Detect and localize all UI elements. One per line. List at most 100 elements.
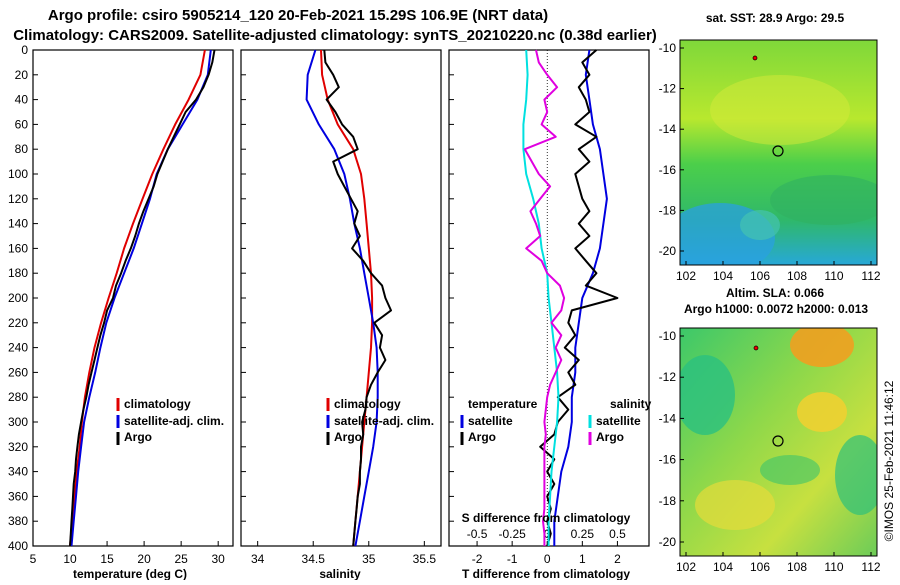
lon-tick-label: 112 — [861, 269, 880, 283]
lon-tick-label: 102 — [676, 560, 696, 574]
difference-top-xlabel: S difference from climatology — [462, 511, 631, 525]
top-x-tick-label: 0.5 — [609, 527, 626, 541]
lon-tick-label: 102 — [676, 269, 696, 283]
lat-tick-label: -10 — [659, 41, 677, 55]
depth-tick-label: 320 — [8, 440, 28, 454]
sst-map-axes: 102 104 106 108 110 112 -10 -12 -14 -16 -18 -20 — [659, 41, 881, 283]
legend-label: Argo — [596, 430, 624, 444]
sla-map-frame — [679, 327, 878, 557]
depth-tick-label: 20 — [15, 68, 29, 82]
x-tick-label: 10 — [63, 552, 77, 566]
lat-tick-label: -10 — [659, 329, 677, 343]
legend-label: satellite-adj. clim. — [334, 414, 434, 428]
depth-tick-label: 0 — [21, 43, 28, 57]
depth-tick-label: 300 — [8, 415, 28, 429]
x-tick-label: 1 — [579, 552, 586, 566]
depth-tick-label: 100 — [8, 167, 28, 181]
series-line-argo — [323, 49, 392, 547]
x-tick-label: -1 — [507, 552, 518, 566]
map-marker — [753, 345, 759, 351]
sla-map: 102 104 106 108 110 112 -10 -12 -14 -16 -18 -20 — [659, 327, 881, 574]
map-marker — [752, 55, 758, 61]
series-line-argo — [69, 49, 216, 547]
sst-patch — [770, 175, 877, 225]
sst-map-title: sat. SST: 28.9 Argo: 29.5 — [706, 11, 845, 25]
depth-tick-label: 120 — [8, 192, 28, 206]
salinity-legend: climatology satellite-adj. clim. Argo — [326, 397, 434, 445]
lon-tick-label: 106 — [750, 560, 770, 574]
lat-tick-label: -12 — [659, 82, 677, 96]
depth-tick-label: 360 — [8, 489, 28, 503]
salinity-xlabel: salinity — [319, 567, 361, 580]
lon-tick-label: 112 — [861, 560, 880, 574]
temperature-xlabel: temperature (deg C) — [73, 567, 187, 580]
sla-low-patch — [835, 435, 877, 515]
lon-tick-label: 110 — [824, 269, 843, 283]
depth-tick-label: 400 — [8, 539, 28, 553]
legend-header-salinity: salinity — [610, 397, 652, 411]
depth-tick-label: 160 — [8, 241, 28, 255]
top-x-tick-label: 0.25 — [571, 527, 595, 541]
sla-high-patch — [797, 392, 847, 432]
lat-tick-label: -12 — [659, 370, 677, 384]
title-line-1: Argo profile: csiro 5905214_120 20-Feb-2… — [48, 7, 548, 24]
top-x-tick-label: -0.25 — [498, 527, 526, 541]
x-tick-label: 35.5 — [413, 552, 437, 566]
lon-tick-label: 108 — [787, 560, 807, 574]
legend-label: climatology — [124, 397, 191, 411]
lat-tick-label: -16 — [659, 453, 677, 467]
series-line-temperature-satellite — [553, 49, 608, 546]
lat-tick-label: -20 — [659, 535, 677, 549]
depth-tick-label: 140 — [8, 217, 28, 231]
lat-tick-label: -14 — [659, 411, 677, 425]
depth-tick-label: 380 — [8, 514, 28, 528]
legend-label: satellite — [468, 414, 513, 428]
depth-tick-label: 240 — [8, 341, 28, 355]
salinity-chart: 34 34.5 35 35.5 — [251, 49, 437, 566]
legend-label: Argo — [468, 430, 496, 444]
sla-map-axes: 102 104 106 108 110 112 -10 -12 -14 -16 -18 -20 — [659, 329, 881, 574]
difference-xlabel: T difference from climatology — [462, 567, 630, 580]
depth-tick-label: 260 — [8, 365, 28, 379]
series-line-climatology — [69, 49, 206, 547]
lat-tick-label: -20 — [659, 244, 677, 258]
x-tick-label: 15 — [100, 552, 114, 566]
depth-tick-label: 40 — [15, 93, 29, 107]
depth-tick-label: 80 — [15, 142, 29, 156]
sla-high-patch — [790, 328, 854, 367]
legend-label: Argo — [334, 430, 362, 444]
difference-chart: -2 -1 0 1 2-0.5 -0.25 0 0.25 0.5 — [467, 49, 626, 566]
sla-map-title-1: Altim. SLA: 0.066 — [726, 286, 824, 300]
series-line-climatology — [320, 49, 374, 547]
depth-tick-label: 280 — [8, 390, 28, 404]
depth-tick-label: 180 — [8, 266, 28, 280]
series-line-satellite-adj-clim- — [305, 49, 379, 547]
temperature-chart: 5 10 15 20 25 30 — [30, 49, 225, 566]
lon-tick-label: 104 — [713, 269, 733, 283]
lon-tick-label: 108 — [787, 269, 807, 283]
legend-label: climatology — [334, 397, 401, 411]
x-tick-label: 35 — [362, 552, 376, 566]
temperature-panel-frame — [32, 49, 234, 547]
argo-position-marker — [772, 145, 784, 157]
sla-high-patch — [695, 480, 775, 530]
x-tick-label: 5 — [30, 552, 37, 566]
x-tick-label: 0 — [544, 552, 551, 566]
depth-axis: 0 20 40 60 80 100 120 140 160 180 200 220 240 260 280 3… — [8, 43, 454, 553]
depth-tick-label: 200 — [8, 291, 28, 305]
x-tick-label: 25 — [174, 552, 188, 566]
x-tick-label: 34 — [251, 552, 265, 566]
series-line-salinity-argo — [523, 49, 566, 546]
x-tick-label: 34.5 — [302, 552, 326, 566]
lon-tick-label: 106 — [750, 269, 770, 283]
sla-map-title-2: Argo h1000: 0.0072 h2000: 0.013 — [684, 302, 868, 316]
x-tick-label: 2 — [614, 552, 621, 566]
depth-tick-label: 60 — [15, 117, 29, 131]
lat-tick-label: -18 — [659, 494, 677, 508]
imos-credit: ©IMOS 25-Feb-2021 11:46:12 — [882, 380, 896, 541]
top-x-tick-label: -0.5 — [467, 527, 488, 541]
lat-tick-label: -18 — [659, 203, 677, 217]
legend-label: satellite — [596, 414, 641, 428]
